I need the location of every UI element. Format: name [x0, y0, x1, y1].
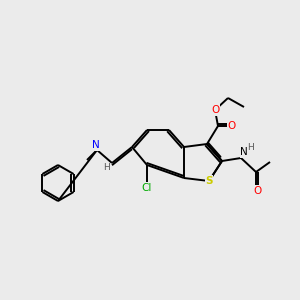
Text: N: N [240, 147, 248, 157]
Text: Cl: Cl [142, 183, 152, 193]
Text: N: N [92, 140, 100, 150]
Text: H: H [248, 143, 254, 152]
Text: O: O [228, 121, 236, 131]
Text: O: O [254, 186, 262, 196]
Text: O: O [211, 105, 219, 115]
Text: S: S [205, 176, 213, 186]
Text: H: H [103, 164, 110, 172]
